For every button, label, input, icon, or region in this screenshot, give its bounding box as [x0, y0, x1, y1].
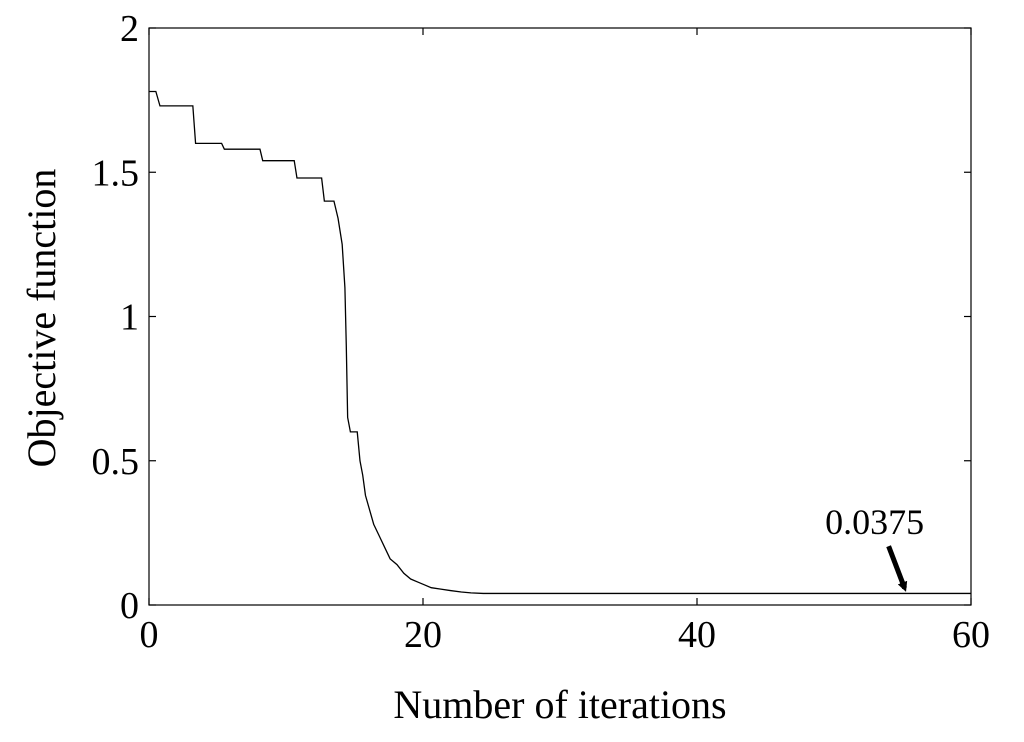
y-tick-label: 1.5 [92, 152, 140, 194]
x-tick-label: 40 [678, 614, 716, 656]
annotation-label: 0.0375 [825, 502, 924, 542]
x-tick-label: 20 [404, 614, 442, 656]
x-tick-label: 60 [952, 614, 990, 656]
y-tick-label: 1 [120, 297, 139, 339]
objective-function-line [149, 90, 971, 595]
x-axis-title: Number of iterations [393, 682, 726, 727]
y-tick-label: 0.5 [92, 441, 140, 483]
y-tick-label: 2 [120, 8, 139, 50]
y-tick-label: 0 [120, 585, 139, 627]
x-tick-label: 0 [140, 614, 159, 656]
annotation-arrow [886, 545, 908, 592]
y-axis-title: Objective function [19, 169, 64, 468]
